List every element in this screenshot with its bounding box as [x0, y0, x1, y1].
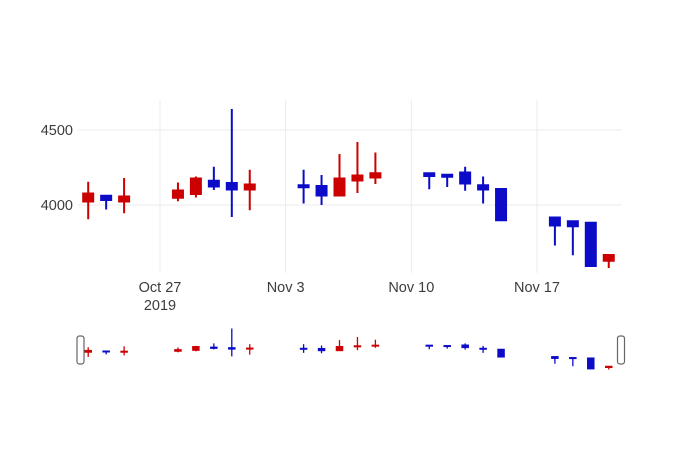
rangeslider-mini-candle [210, 343, 218, 350]
candlestick[interactable] [423, 172, 436, 190]
candle-body [477, 184, 490, 191]
rangeslider-mini-candle [425, 344, 433, 350]
rangeslider-mini-candle [120, 346, 128, 356]
rangeslider-mini-candle [479, 345, 487, 353]
rangeslider-mini-candle [228, 328, 236, 357]
rangeslider-mini-candle [371, 339, 380, 348]
candlestick[interactable] [369, 152, 382, 185]
candle-body [82, 192, 95, 203]
rangeslider-right-handle[interactable] [616, 335, 626, 365]
candle-body [100, 194, 113, 201]
rangeslider-mini-candle [174, 347, 182, 353]
rangeslider-track[interactable] [78, 326, 625, 374]
x-tick-label: Nov 10 [388, 280, 434, 296]
candlestick[interactable] [584, 221, 597, 267]
candlestick[interactable] [548, 216, 561, 246]
candlestick[interactable] [477, 176, 490, 204]
rangeslider-mini-candle [192, 345, 200, 352]
candle-body [423, 172, 436, 177]
candlestick[interactable] [441, 173, 454, 187]
rangeslider-mini-candle [461, 343, 469, 350]
candle-body [369, 172, 382, 179]
candle-body [584, 221, 597, 267]
x-tick-label: Nov 17 [514, 280, 560, 296]
rangeslider-mini-candle [102, 350, 110, 355]
rangeslider-mini-candle [569, 357, 577, 367]
rangeslider-mini-candle [335, 340, 344, 352]
candle-body [189, 177, 202, 195]
rangeslider-mini-candle [587, 357, 595, 370]
rangeslider-mini-candle [551, 356, 559, 364]
candle-body [207, 179, 220, 188]
candle-body [171, 189, 184, 199]
rangeslider-mini-candle [84, 347, 92, 357]
candlestick[interactable] [459, 166, 472, 191]
candlestick[interactable] [315, 175, 328, 205]
candlestick[interactable] [333, 154, 346, 197]
candle-body [495, 188, 508, 222]
candle-body [315, 185, 328, 197]
y-tick-label: 4000 [41, 198, 73, 214]
candle-body [225, 182, 238, 191]
candlestick[interactable] [225, 109, 238, 217]
candlestick[interactable] [602, 254, 615, 269]
candlestick[interactable] [100, 194, 113, 210]
x-tick-year-label: 2019 [144, 298, 176, 314]
x-tick-label: Oct 27 [139, 280, 182, 296]
candle-body [602, 254, 615, 262]
candle-body [548, 216, 561, 227]
plot-area[interactable] [81, 100, 622, 273]
candle-body [441, 173, 454, 178]
candlestick[interactable] [566, 220, 579, 256]
candle-body [459, 171, 472, 185]
y-tick-label: 4500 [41, 123, 73, 139]
candle-body [566, 220, 579, 228]
candle-body [118, 195, 131, 203]
rangeslider-mini-candle [443, 345, 451, 349]
candle-body [297, 184, 310, 189]
rangeslider-mini-candle [299, 344, 308, 353]
rangeslider-mini-candle [353, 337, 362, 351]
rangeslider-mini-candle [246, 344, 254, 355]
candlestick[interactable] [189, 176, 202, 198]
candlestick[interactable] [207, 166, 220, 190]
candle-body [243, 183, 256, 191]
rangeslider-mini-candle [497, 348, 505, 358]
candlestick[interactable] [118, 178, 131, 214]
candlestick[interactable] [82, 181, 95, 220]
candlestick[interactable] [171, 182, 184, 202]
candlestick[interactable] [243, 169, 256, 211]
candlestick[interactable] [495, 188, 508, 222]
rangeslider-mini-candle [317, 345, 326, 354]
rangeslider-left-handle[interactable] [76, 335, 85, 365]
candlestick[interactable] [351, 142, 364, 193]
candlestick[interactable] [297, 169, 310, 204]
x-tick-label: Nov 3 [267, 280, 305, 296]
candle-body [351, 174, 364, 182]
candle-body [333, 177, 346, 197]
rangeslider-mini-candle [605, 365, 613, 370]
